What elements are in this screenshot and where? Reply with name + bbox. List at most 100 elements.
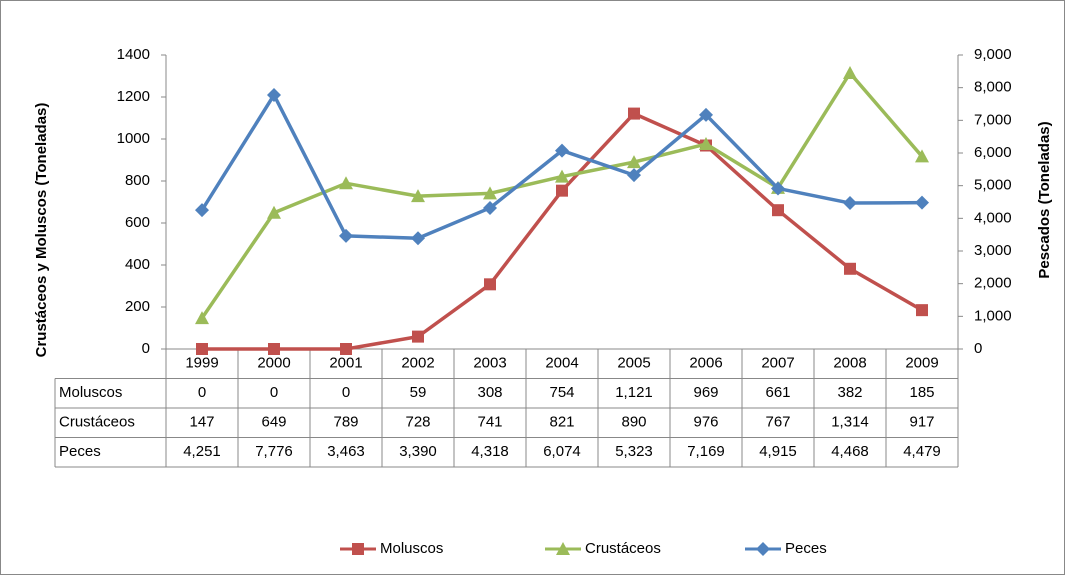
table-row-label: Crustáceos [59, 414, 135, 431]
y-axis-title: Crustáceos y Moluscos (Toneladas) [33, 103, 50, 358]
table-cell: 4,479 [903, 443, 941, 460]
table-cell: 147 [189, 414, 214, 431]
table-cell: 1,121 [615, 384, 653, 401]
marker [772, 204, 784, 217]
table-cell: 821 [549, 414, 574, 431]
table-cell: 917 [909, 414, 934, 431]
table-cell: 4,318 [471, 443, 509, 460]
marker [195, 311, 209, 325]
marker [556, 542, 570, 555]
table-cell: 7,776 [255, 443, 293, 460]
legend-label: Crustáceos [585, 540, 661, 557]
marker [352, 543, 364, 555]
marker [483, 186, 497, 200]
y2-tick-label: 0 [974, 340, 982, 357]
x-tick-label: 2003 [473, 355, 506, 372]
x-tick-label: 2004 [545, 355, 578, 372]
table-cell: 754 [549, 384, 574, 401]
marker [411, 189, 425, 203]
y-tick-label: 600 [125, 214, 150, 231]
x-tick-label: 2005 [617, 355, 650, 372]
marker [411, 231, 425, 246]
marker [267, 87, 281, 102]
table-cell: 185 [909, 384, 934, 401]
marker [339, 176, 353, 190]
x-tick-label: 2009 [905, 355, 938, 372]
marker [339, 228, 353, 243]
y2-tick-label: 3,000 [974, 242, 1012, 259]
legend-label: Peces [785, 540, 827, 557]
table-cell: 6,074 [543, 443, 581, 460]
table-cell: 4,915 [759, 443, 797, 460]
legend-label: Moluscos [380, 540, 443, 557]
marker [484, 278, 496, 291]
table-cell: 767 [765, 414, 790, 431]
marker [915, 149, 929, 163]
y-tick-label: 1200 [117, 88, 150, 105]
marker [196, 343, 208, 355]
marker [699, 107, 713, 122]
marker [627, 168, 641, 183]
table-cell: 308 [477, 384, 502, 401]
y2-tick-label: 7,000 [974, 111, 1012, 128]
marker [268, 343, 280, 355]
y-tick-label: 1000 [117, 130, 150, 147]
table-cell: 661 [765, 384, 790, 401]
table-cell: 789 [333, 414, 358, 431]
y-tick-label: 400 [125, 256, 150, 273]
marker [556, 184, 568, 197]
x-tick-label: 2007 [761, 355, 794, 372]
y2-tick-label: 9,000 [974, 46, 1012, 63]
table-cell: 5,323 [615, 443, 653, 460]
y-tick-label: 800 [125, 172, 150, 189]
marker [555, 169, 569, 183]
marker [916, 304, 928, 317]
x-tick-label: 2000 [257, 355, 290, 372]
marker [483, 200, 497, 215]
x-tick-label: 1999 [185, 355, 218, 372]
table-cell: 728 [405, 414, 430, 431]
marker [267, 205, 281, 219]
marker [771, 181, 785, 196]
table-cell: 3,463 [327, 443, 365, 460]
y2-tick-label: 8,000 [974, 79, 1012, 96]
table-cell: 4,251 [183, 443, 221, 460]
marker [412, 330, 424, 343]
y2-tick-label: 2,000 [974, 275, 1012, 292]
marker [844, 262, 856, 275]
table-cell: 0 [342, 384, 350, 401]
y-tick-label: 1400 [117, 46, 150, 63]
table-cell: 3,390 [399, 443, 437, 460]
table-cell: 969 [693, 384, 718, 401]
x-tick-label: 2001 [329, 355, 362, 372]
marker [699, 137, 713, 151]
table-cell: 976 [693, 414, 718, 431]
marker [843, 196, 857, 211]
table-cell: 649 [261, 414, 286, 431]
table-row-label: Moluscos [59, 384, 122, 401]
table-cell: 382 [837, 384, 862, 401]
marker [340, 343, 352, 355]
table-cell: 59 [410, 384, 427, 401]
table-cell: 0 [198, 384, 206, 401]
table-row-label: Peces [59, 443, 101, 460]
table-cell: 741 [477, 414, 502, 431]
y-tick-label: 0 [142, 340, 150, 357]
marker [195, 203, 209, 218]
table-cell: 7,169 [687, 443, 725, 460]
table-cell: 0 [270, 384, 278, 401]
marker [627, 155, 641, 169]
table-cell: 4,468 [831, 443, 869, 460]
y-tick-label: 200 [125, 298, 150, 315]
marker [555, 143, 569, 158]
y2-axis-title: Pescados (Toneladas) [1036, 121, 1053, 278]
x-tick-label: 2002 [401, 355, 434, 372]
y2-tick-label: 5,000 [974, 177, 1012, 194]
marker [756, 542, 770, 556]
x-tick-label: 2008 [833, 355, 866, 372]
x-tick-label: 2006 [689, 355, 722, 372]
y2-tick-label: 4,000 [974, 209, 1012, 226]
marker [843, 66, 857, 80]
